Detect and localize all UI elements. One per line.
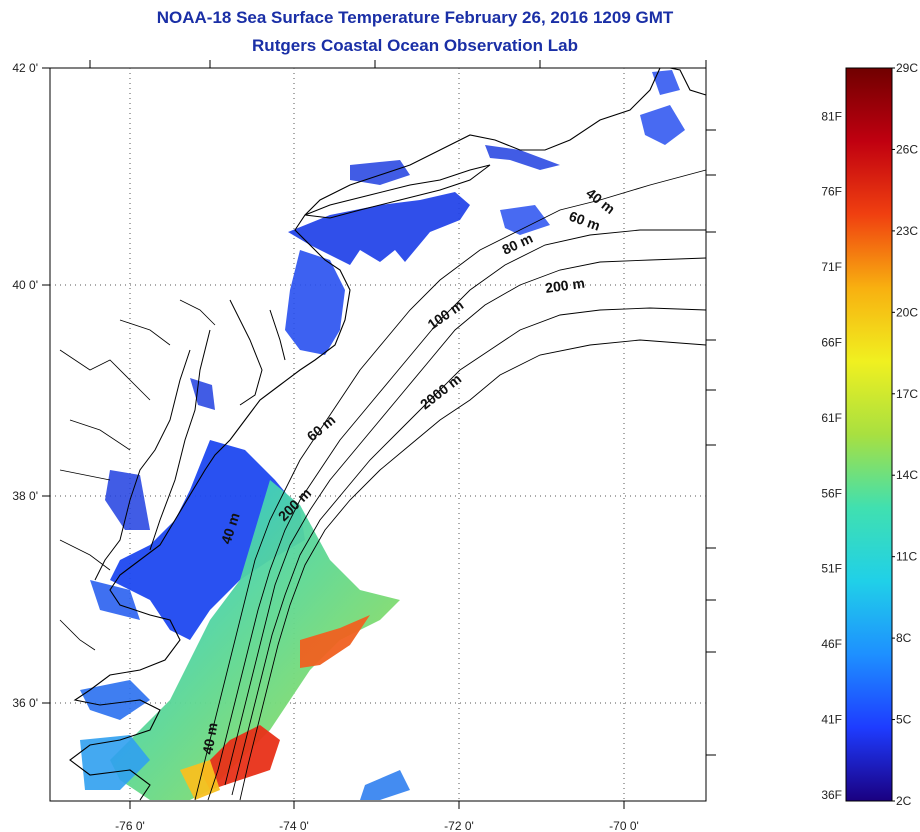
colorbar-celsius-label: 29C: [896, 61, 918, 75]
lat-tick-36: 36 0': [12, 696, 38, 710]
lon-tick-70: -70 0': [609, 819, 639, 832]
colorbar-celsius-label: 2C: [896, 794, 912, 808]
map-subtitle: Rutgers Coastal Ocean Observation Lab: [252, 36, 578, 55]
colorbar-celsius-label: 26C: [896, 142, 918, 156]
colorbar-fahrenheit-labels: 81F 76F 71F 66F 61F 56F 51F 46F 41F 36F: [821, 109, 842, 802]
colorbar-fahrenheit-label: 61F: [821, 411, 842, 425]
bathymetry-contours: [194, 169, 707, 801]
inland-rivers: [59, 299, 216, 651]
colorbar-fahrenheit-label: 36F: [821, 788, 842, 802]
colorbar-celsius-label: 23C: [896, 224, 918, 238]
colorbar-celsius-label: 8C: [896, 631, 912, 645]
chesapeake-bay: [94, 329, 211, 581]
contour-label-40m-south: 40 m: [199, 721, 220, 755]
colorbar-fahrenheit-label: 66F: [821, 335, 842, 349]
colorbar-fahrenheit-label: 76F: [821, 185, 842, 199]
colorbar-fahrenheit-label: 56F: [821, 486, 842, 500]
colorbar-ticks: [892, 67, 895, 802]
sst-data-cold: [80, 70, 685, 800]
delaware-bay: [229, 299, 286, 406]
lon-tick-72: -72 0': [444, 819, 474, 832]
long-island: [304, 164, 491, 219]
lat-tick-40: 40 0': [12, 278, 38, 292]
map-title: NOAA-18 Sea Surface Temperature February…: [156, 8, 674, 27]
lat-tick-38: 38 0': [12, 489, 38, 503]
colorbar-fahrenheit-label: 81F: [821, 109, 842, 123]
lon-tick-76: -76 0': [115, 819, 145, 832]
colorbar-celsius-label: 5C: [896, 713, 912, 727]
colorbar-celsius-labels: 29C 26C 23C 20C 17C 14C 11C 8C 5C 2C: [896, 61, 918, 808]
sst-data-warm: [80, 480, 400, 800]
coastline: [69, 67, 707, 801]
colorbar: [845, 67, 893, 802]
axis-ticks: [42, 60, 716, 809]
colorbar-fahrenheit-label: 46F: [821, 637, 842, 651]
longitude-labels: -76 0' -74 0' -72 0' -70 0': [115, 819, 639, 832]
colorbar-celsius-label: 20C: [896, 305, 918, 319]
latitude-labels: 42 0' 40 0' 38 0' 36 0': [12, 61, 38, 710]
colorbar-fahrenheit-label: 71F: [821, 260, 842, 274]
lon-tick-74: -74 0': [279, 819, 309, 832]
contour-label-200m-north: 200 m: [544, 275, 586, 296]
colorbar-celsius-label: 17C: [896, 387, 918, 401]
map-frame: [49, 67, 707, 802]
lat-tick-42: 42 0': [12, 61, 38, 75]
colorbar-fahrenheit-label: 41F: [821, 713, 842, 727]
colorbar-celsius-label: 11C: [896, 550, 917, 564]
colorbar-celsius-label: 14C: [896, 468, 918, 482]
colorbar-fahrenheit-label: 51F: [821, 562, 842, 576]
